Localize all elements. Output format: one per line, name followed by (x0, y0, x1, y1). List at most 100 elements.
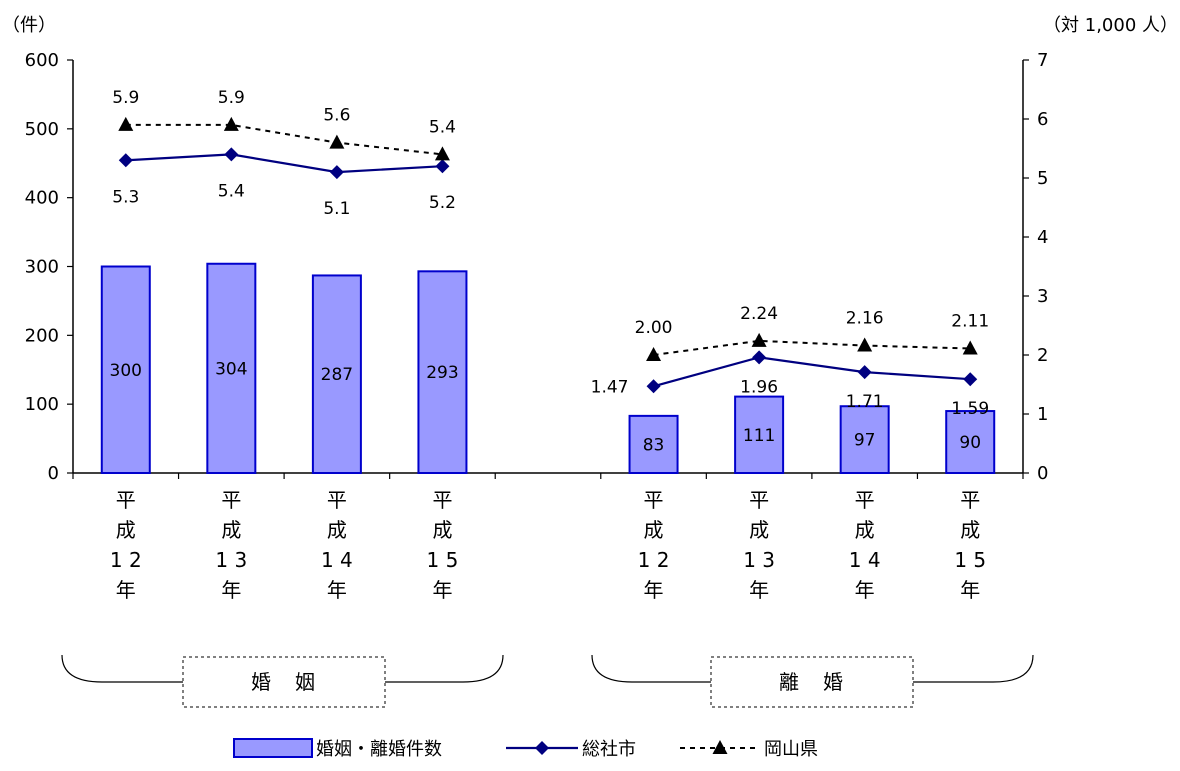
left-tick-label: 400 (25, 188, 59, 209)
category-label-char: 成 (960, 518, 980, 542)
category-label-char: 成 (327, 518, 347, 542)
pref-value-label: 5.4 (429, 117, 456, 137)
city-marker (435, 159, 450, 174)
city-value-label: 5.3 (112, 187, 139, 207)
pref-value-label: 2.16 (846, 309, 884, 329)
group-bracket-left (591, 654, 711, 683)
category-label-char: 平 (644, 488, 664, 512)
right-tick-label: 1 (1037, 404, 1048, 425)
bar (206, 262, 257, 474)
category-label-char: 1 3 (743, 548, 775, 572)
legend-bar-swatch (233, 738, 313, 758)
group-label-box (710, 656, 914, 708)
category-label-char: 1 2 (110, 548, 142, 572)
category-label-char: 年 (749, 578, 769, 602)
city-marker (118, 153, 133, 168)
city-value-label: 1.59 (951, 399, 989, 419)
category-label-char: 年 (327, 578, 347, 602)
category-label-char: 成 (749, 518, 769, 542)
pref-value-label: 2.24 (740, 304, 778, 324)
bar-value-label: 287 (321, 365, 353, 385)
city-value-label: 5.2 (429, 193, 456, 213)
category-label-char: 平 (855, 488, 875, 512)
category-label-char: 成 (221, 518, 241, 542)
bar (311, 274, 362, 474)
group-label-box (182, 656, 386, 708)
bar-value-label: 300 (110, 361, 142, 381)
right-tick-label: 3 (1037, 286, 1048, 307)
category-label-char: 1 5 (427, 548, 459, 572)
city-value-label: 1.71 (846, 392, 884, 412)
bar-value-label: 83 (643, 435, 665, 455)
left-tick-label: 600 (25, 50, 59, 71)
pref-marker (118, 116, 134, 131)
legend-bar-label: 婚姻・離婚件数 (316, 739, 442, 760)
right-tick-label: 5 (1037, 168, 1048, 189)
city-value-label: 1.96 (740, 377, 778, 397)
bar-value-label: 111 (743, 426, 775, 446)
group-label: 婚 姻 (251, 670, 317, 694)
city-line (125, 153, 443, 174)
left-tick-label: 100 (25, 394, 59, 415)
right-tick-label: 0 (1037, 463, 1048, 484)
category-label-char: 平 (960, 488, 980, 512)
group-brackets: 婚 姻離 婚 (61, 654, 1034, 708)
category-label-char: 1 3 (215, 548, 247, 572)
axes: 0 100 200 300 400 500 600 0 1 2 3 4 5 6 7 (25, 50, 1049, 484)
city-marker (752, 350, 767, 365)
left-tick-label: 500 (25, 119, 59, 140)
pref-marker (857, 337, 873, 352)
city-value-label: 5.1 (323, 199, 350, 219)
pref-marker (434, 146, 450, 161)
category-label-char: 平 (221, 488, 241, 512)
labels: 300 304 287 293 5.9 5.9 5.6 5.4 5.3 5.4 5.1 5.2 平成 1 … (110, 88, 990, 602)
right-tick-label: 7 (1037, 50, 1048, 71)
city-marker (224, 147, 239, 162)
lines (118, 116, 978, 394)
category-label-char: 年 (855, 578, 875, 602)
pref-value-label: 5.9 (218, 88, 245, 108)
city-marker (646, 379, 661, 394)
category-label-char: 成 (432, 518, 452, 542)
group-bracket-right (385, 654, 504, 683)
bar-value-label: 97 (854, 431, 876, 451)
bar (839, 405, 890, 474)
pref-value-label: 5.6 (323, 106, 350, 126)
category-label-char: 平 (432, 488, 452, 512)
legend-city-marker (535, 741, 549, 755)
city-value-label: 1.47 (591, 377, 629, 397)
bar (417, 270, 468, 474)
category-label-char: 年 (432, 578, 452, 602)
pref-marker (223, 116, 239, 131)
pref-value-label: 2.00 (635, 318, 673, 338)
city-value-label: 5.4 (218, 181, 245, 201)
bar (734, 395, 785, 474)
left-tick-label: 300 (25, 257, 59, 278)
bar-value-label: 304 (215, 359, 247, 379)
pref-marker (329, 134, 345, 149)
category-label-char: 1 2 (638, 548, 670, 572)
category-label-char: 1 4 (849, 548, 881, 572)
right-axis-unit: （対 1,000 人） (1043, 15, 1178, 36)
pref-marker (646, 347, 662, 361)
city-line (653, 356, 971, 388)
bar (100, 265, 151, 474)
category-label-char: 平 (749, 488, 769, 512)
legend: 婚姻・離婚件数 総社市 岡山県 (233, 738, 818, 760)
legend-pref-marker (712, 740, 728, 754)
category-label-char: 成 (116, 518, 136, 542)
category-label-char: 年 (221, 578, 241, 602)
pref-marker (751, 332, 767, 347)
city-marker (963, 372, 978, 387)
category-label-char: 成 (855, 518, 875, 542)
category-label-char: 1 4 (321, 548, 353, 572)
group-label: 離 婚 (779, 670, 845, 694)
pref-line (125, 123, 443, 156)
category-label-char: 平 (116, 488, 136, 512)
category-label-char: 年 (116, 578, 136, 602)
category-label-char: 年 (960, 578, 980, 602)
bar (628, 414, 679, 475)
group-bracket-left (61, 654, 183, 683)
pref-value-label: 5.9 (112, 88, 139, 108)
